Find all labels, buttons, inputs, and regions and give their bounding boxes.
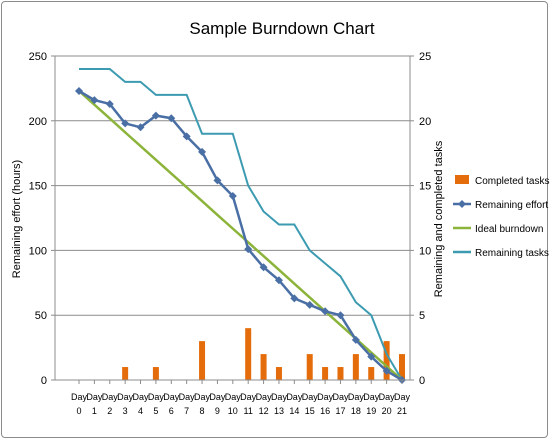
y2-tick-label: 25 — [419, 51, 431, 63]
y-tick-label: 200 — [29, 116, 47, 128]
remaining-effort-point — [367, 352, 376, 361]
remaining-effort-point — [382, 366, 391, 375]
remaining-effort-point — [121, 119, 130, 128]
x-tick-label: Day 9 — [209, 392, 226, 416]
remaining-effort-point — [136, 123, 145, 132]
grid — [55, 55, 410, 316]
series-lines — [75, 67, 406, 384]
completed-tasks-bar — [399, 354, 405, 380]
remaining-effort-point — [75, 86, 83, 95]
remaining-tasks-line — [79, 67, 403, 381]
axes — [51, 55, 414, 384]
completed-tasks-bar — [306, 354, 313, 380]
remaining-effort-point — [105, 99, 114, 108]
y-axis-label: Remaining effort (hours) — [11, 160, 23, 278]
x-tick-label: Day 19 — [363, 392, 380, 416]
completed-tasks-bar — [152, 367, 159, 380]
completed-tasks-bar — [322, 367, 329, 380]
legend-label: Remaining effort — [475, 200, 548, 211]
remaining-effort-point — [244, 245, 253, 254]
remaining-effort-point — [336, 311, 345, 320]
y-tick-label: 50 — [35, 310, 47, 322]
completed-tasks-bar — [383, 341, 390, 380]
x-tick-label: Day 13 — [271, 392, 288, 416]
y2-tick-label: 15 — [419, 181, 431, 193]
y-tick-label: 100 — [29, 245, 47, 257]
completed-tasks-bar — [199, 341, 206, 380]
completed-tasks-bar — [368, 367, 375, 380]
completed-tasks-bar — [122, 367, 129, 380]
remaining-effort-point — [351, 335, 360, 344]
remaining-effort-line — [78, 89, 403, 382]
x-tick-label: Day 16 — [317, 392, 334, 416]
completed-tasks-bar — [352, 354, 359, 380]
remaining-effort-point — [305, 300, 314, 309]
remaining-effort-point — [90, 96, 99, 105]
completed-tasks-bar — [275, 367, 282, 380]
x-tick-label: Day 20 — [379, 392, 396, 416]
chart-title: Sample Burndown Chart — [189, 19, 374, 38]
x-tick-label: Day 15 — [302, 392, 319, 416]
legend-label: Ideal burndown — [475, 224, 543, 235]
y2-tick-label: 0 — [419, 375, 425, 387]
y-tick-label: 250 — [29, 51, 47, 63]
legend-swatch — [455, 175, 469, 184]
x-tick-label: Day 3 — [117, 392, 134, 416]
completed-tasks-bars — [122, 328, 405, 380]
x-tick-label: Day 14 — [286, 392, 303, 416]
x-tick-label: Day 11 — [240, 392, 257, 416]
x-tick-label: Day 6 — [163, 392, 180, 416]
legend-label: Remaining tasks — [475, 248, 549, 259]
x-tick-label: Day 4 — [133, 392, 150, 416]
remaining-effort-point — [198, 147, 207, 156]
legend-label: Completed tasks — [475, 176, 549, 187]
legend: Completed tasks Remaining effort Ideal bur… — [453, 175, 549, 259]
remaining-effort-point — [274, 276, 283, 285]
x-tick-label: Day 21 — [394, 392, 411, 416]
x-tick-label: Day 5 — [148, 392, 165, 416]
remaining-effort-point — [182, 132, 191, 141]
completed-tasks-bar — [245, 328, 252, 380]
y-tick-label: 150 — [29, 181, 47, 193]
remaining-effort-point — [321, 307, 330, 316]
x-tick-label: Day 1 — [86, 392, 103, 416]
x-tick-label: Day 18 — [348, 392, 365, 416]
remaining-effort-point — [228, 191, 237, 200]
remaining-effort-point — [259, 263, 268, 272]
x-tick-label: Day 12 — [256, 392, 273, 416]
completed-tasks-bar — [260, 354, 267, 380]
remaining-effort-point — [290, 294, 299, 303]
x-tick-label: Day 2 — [102, 392, 119, 416]
remaining-effort-point — [151, 111, 160, 120]
x-tick-label: Day 8 — [194, 392, 211, 416]
x-tick-label: Day 17 — [332, 392, 349, 416]
y2-tick-label: 10 — [419, 245, 431, 257]
remaining-effort-point — [167, 114, 176, 123]
ideal-burndown-line — [78, 90, 403, 381]
x-tick-label: Day 7 — [179, 392, 196, 416]
remaining-effort-point — [213, 176, 222, 185]
x-tick-label: Day 10 — [225, 392, 242, 416]
legend-marker — [458, 200, 466, 208]
x-tick-label: Day 0 — [71, 392, 88, 416]
y2-axis-label: Remaining and completed tasks — [433, 140, 445, 297]
y-tick-label: 0 — [41, 375, 47, 387]
y2-tick-label: 5 — [419, 310, 425, 322]
y2-tick-label: 20 — [419, 116, 431, 128]
completed-tasks-bar — [337, 367, 344, 380]
